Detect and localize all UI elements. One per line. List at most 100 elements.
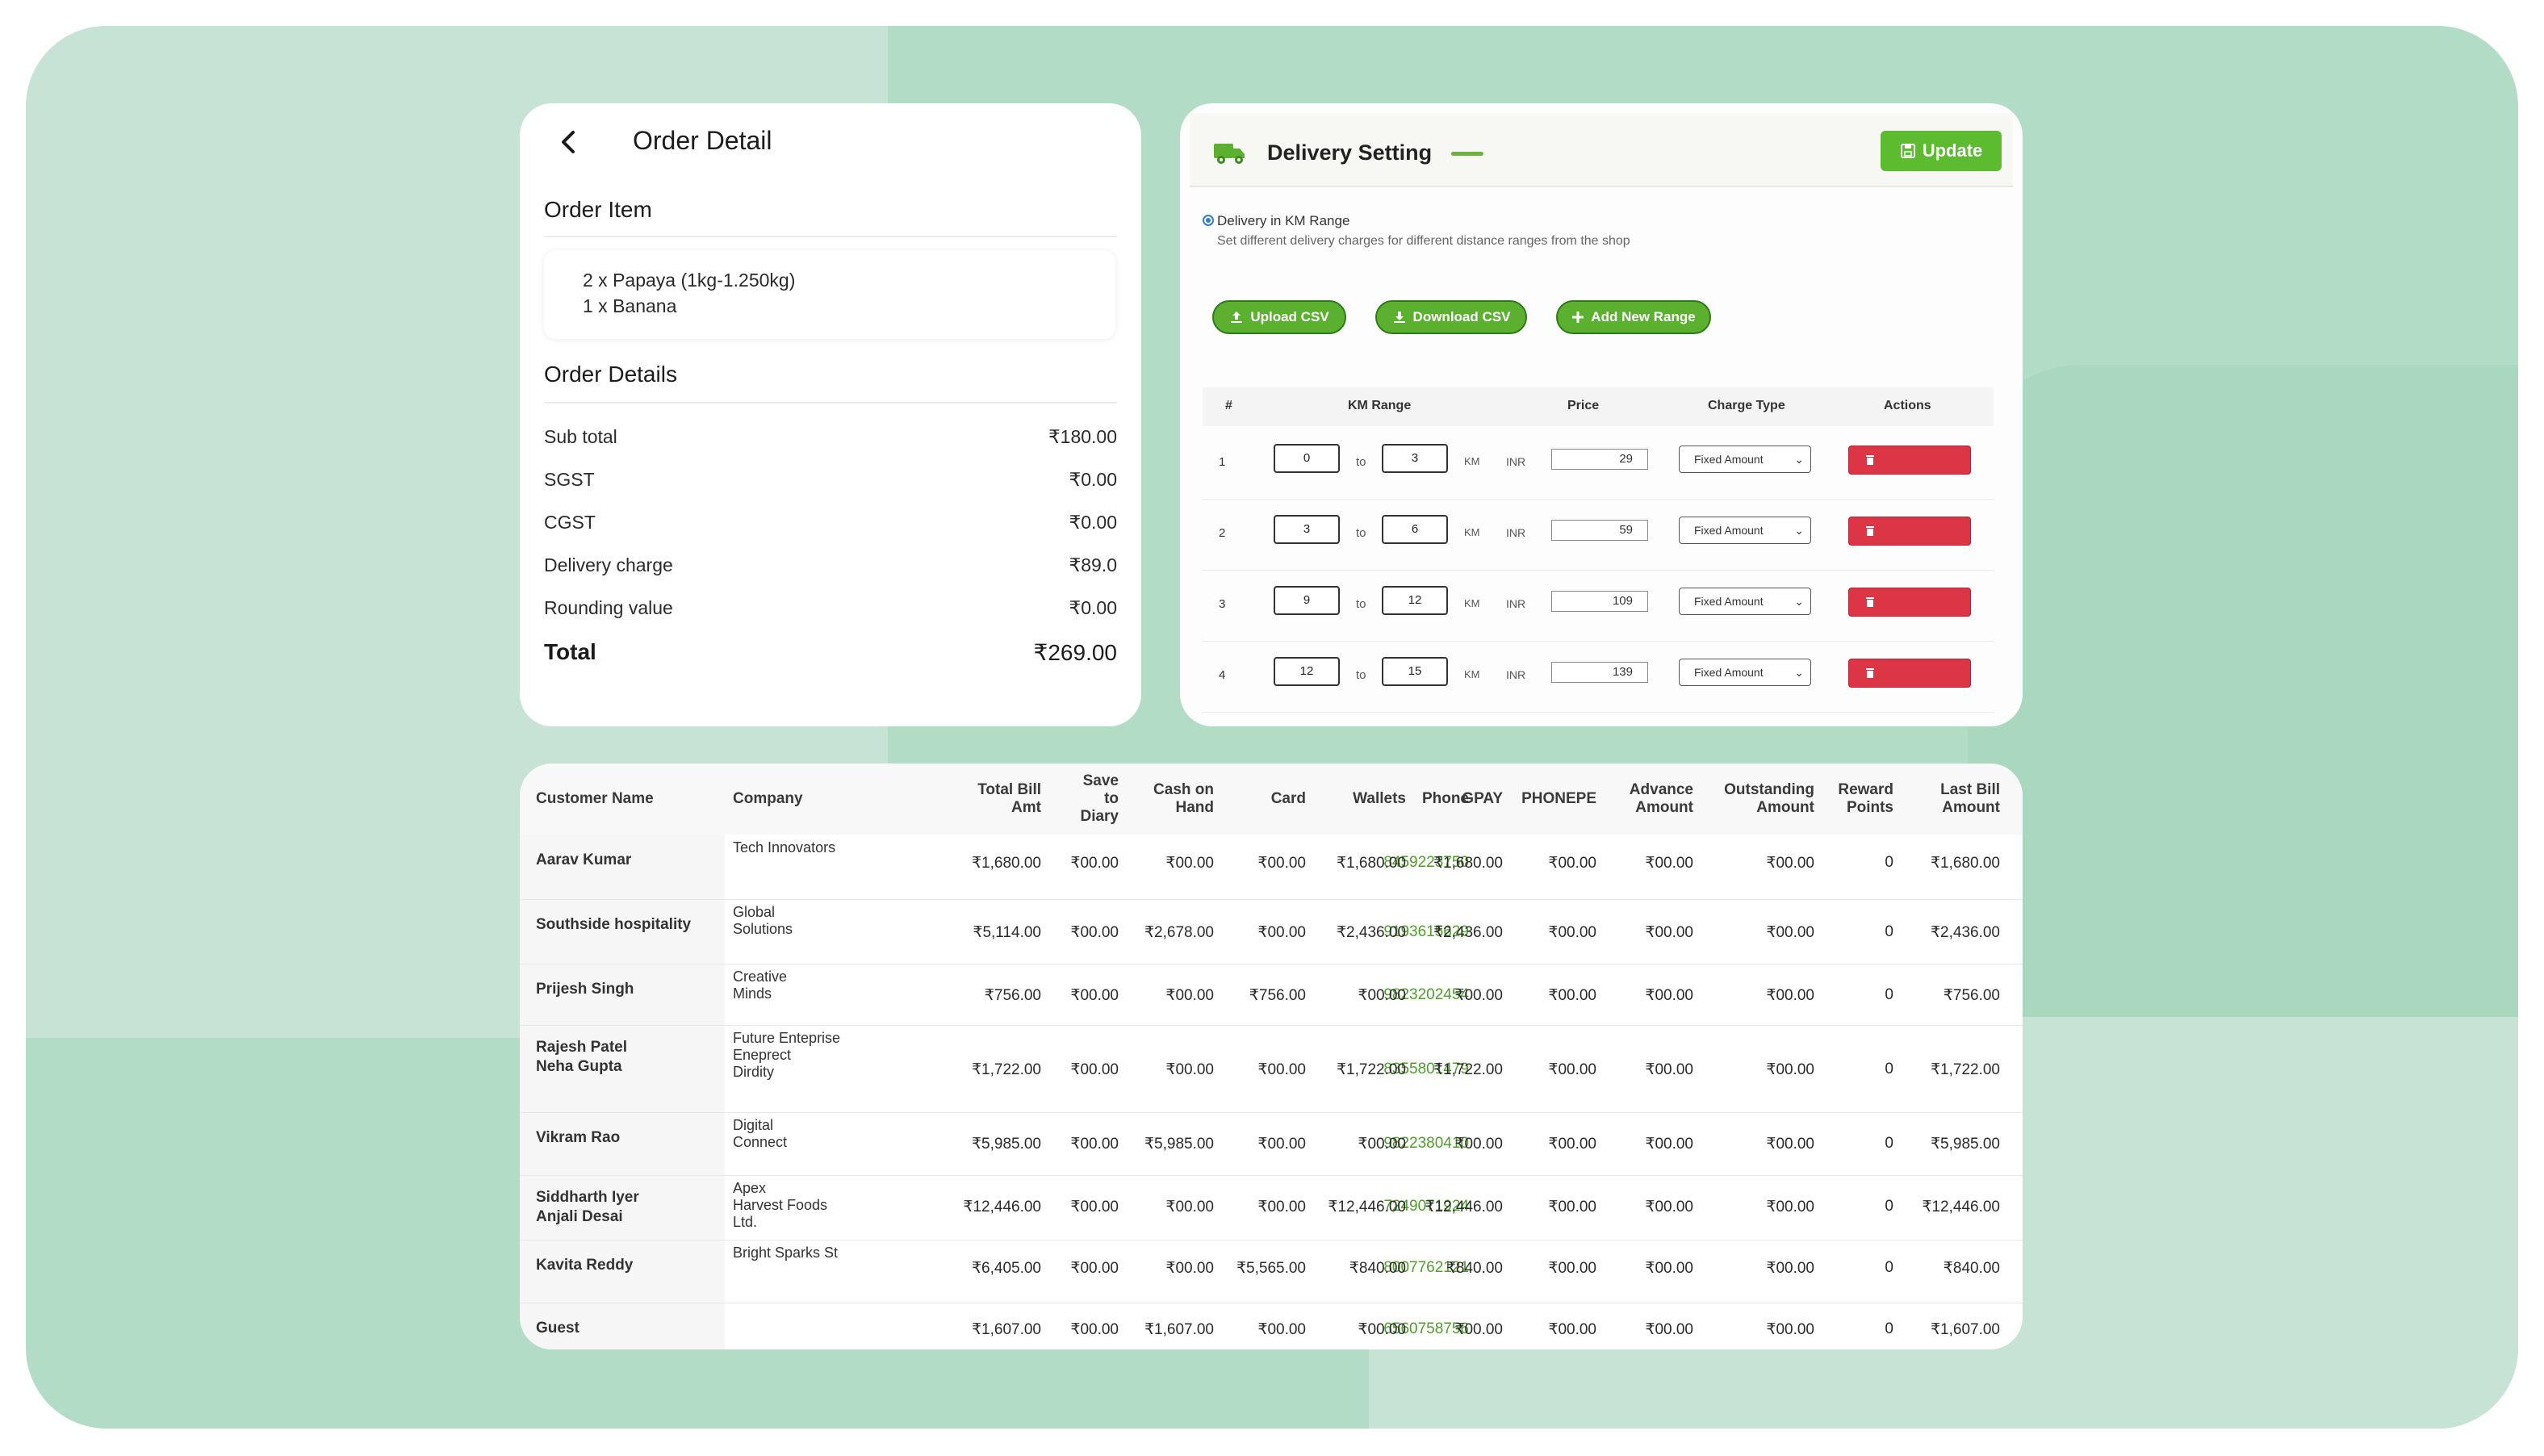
km-from-input[interactable]: 0 <box>1274 444 1340 473</box>
col-company: Company <box>733 790 803 807</box>
summary-value: ₹0.00 <box>1069 512 1117 533</box>
row-number: 4 <box>1219 668 1226 682</box>
km-from-input[interactable]: 12 <box>1274 657 1340 686</box>
cell-diary: ₹00.00 <box>1070 1199 1119 1215</box>
page-title: Order Detail <box>633 126 772 155</box>
col-cash-line: Hand <box>1175 799 1215 816</box>
back-arrow-icon[interactable] <box>552 126 584 158</box>
cell-card: ₹00.00 <box>1257 1061 1306 1078</box>
customer-name-line: Anjali Desai <box>536 1208 623 1225</box>
company-name-line: Minds <box>733 985 772 1002</box>
table-row[interactable]: Vikram Rao Digital Connect 9822380410 ₹5,985… <box>520 1112 2023 1176</box>
table-row[interactable]: Rajesh Patel Neha Gupta Future Enteprise En… <box>520 1025 2023 1113</box>
phone-link[interactable]: 9822380410 <box>1383 1135 1469 1152</box>
cell-last: ₹756.00 <box>1943 987 2000 1004</box>
phone-link[interactable]: 8007762121 <box>1383 1259 1469 1276</box>
table-row[interactable]: Siddharth Iyer Anjali Desai Apex Harvest Fo… <box>520 1175 2023 1241</box>
cell-total: ₹12,446.00 <box>963 1199 1041 1215</box>
cell-reward: 0 <box>1885 1198 1893 1215</box>
company-name-line: Apex <box>733 1180 767 1196</box>
km-to-input[interactable]: 6 <box>1382 515 1448 544</box>
company-name: Global Solutions <box>733 904 841 938</box>
charge-type-select[interactable]: Fixed Amount ⌄ <box>1679 588 1811 615</box>
cell-outstanding: ₹00.00 <box>1766 855 1814 872</box>
price-input[interactable]: 59 <box>1551 520 1648 541</box>
cell-gpay: ₹1,680.00 <box>1433 855 1503 872</box>
delete-range-button[interactable] <box>1848 517 1971 546</box>
phone-link[interactable]: 9823202454 <box>1383 986 1469 1003</box>
km-to-input[interactable]: 12 <box>1382 586 1448 615</box>
cell-advance: ₹00.00 <box>1645 987 1693 1004</box>
col-reward-line: Points <box>1846 799 1893 816</box>
to-label: to <box>1356 526 1366 540</box>
cell-advance: ₹00.00 <box>1645 1061 1693 1078</box>
phone-link[interactable]: 8355801479 <box>1383 1061 1469 1077</box>
col-gpay: GPAY <box>1462 790 1503 807</box>
row-number: 3 <box>1219 597 1226 611</box>
summary-value: ₹0.00 <box>1069 597 1117 618</box>
price-input[interactable]: 109 <box>1551 591 1648 612</box>
cell-card: ₹5,565.00 <box>1236 1260 1306 1277</box>
cell-card: ₹00.00 <box>1257 1199 1306 1215</box>
customer-name-line: Southside hospitality <box>536 916 692 933</box>
download-csv-button[interactable]: Download CSV <box>1375 300 1527 334</box>
order-items-box: 2 x Papaya (1kg-1.250kg) 1 x Banana <box>544 250 1115 339</box>
divider <box>544 236 1117 237</box>
phone-link[interactable]: 9193615629 <box>1383 923 1469 940</box>
cell-reward: 0 <box>1885 1259 1893 1276</box>
table-row[interactable]: Guest 6560758756 ₹1,607.00 ₹00.00 ₹1,607.00 ₹… <box>520 1303 2023 1349</box>
company-name-line: Solutions <box>733 921 793 937</box>
customer-name-line: Vikram Rao <box>536 1129 621 1146</box>
customer-name: Siddharth Iyer Anjali Desai <box>536 1188 639 1227</box>
company-name-line: Eneprect <box>733 1047 792 1063</box>
delete-range-button[interactable] <box>1848 446 1971 475</box>
delete-range-button[interactable] <box>1848 659 1971 688</box>
phone-link[interactable]: 6560758756 <box>1383 1320 1469 1337</box>
cell-reward: 0 <box>1885 923 1893 940</box>
table-row[interactable]: Southside hospitality Global Solutions 9193… <box>520 899 2023 964</box>
customer-name-line: Kavita Reddy <box>536 1257 634 1274</box>
price-input[interactable]: 29 <box>1551 449 1648 470</box>
add-new-range-button[interactable]: Add New Range <box>1556 300 1711 334</box>
update-button[interactable]: Update <box>1881 131 2002 171</box>
phone-link[interactable]: 7249071924 <box>1383 1198 1469 1215</box>
customer-name-line: Guest <box>536 1320 580 1337</box>
table-header: # KM Range Price Charge Type Actions <box>1203 387 1994 426</box>
col-actions: Actions <box>1884 399 1931 412</box>
km-from-input[interactable]: 9 <box>1274 586 1340 615</box>
cell-gpay: ₹00.00 <box>1454 1321 1503 1338</box>
customer-name: Kavita Reddy <box>536 1256 633 1275</box>
summary-label: Rounding value <box>544 597 673 618</box>
col-total-line: Total Bill <box>977 781 1041 798</box>
cell-cash: ₹2,678.00 <box>1144 924 1214 941</box>
km-from-input[interactable]: 3 <box>1274 515 1340 544</box>
order-details-heading: Order Details <box>544 362 677 387</box>
charge-type-select[interactable]: Fixed Amount ⌄ <box>1679 446 1811 473</box>
upload-csv-button[interactable]: Upload CSV <box>1212 300 1346 334</box>
trash-icon <box>1866 455 1874 465</box>
cell-last: ₹840.00 <box>1943 1260 2000 1277</box>
delete-range-button[interactable] <box>1848 588 1971 617</box>
cell-reward: 0 <box>1885 854 1893 871</box>
cell-gpay: ₹00.00 <box>1454 987 1503 1004</box>
charge-type-select[interactable]: Fixed Amount ⌄ <box>1679 659 1811 686</box>
row-number: 1 <box>1219 455 1226 469</box>
charge-type-select[interactable]: Fixed Amount ⌄ <box>1679 517 1811 544</box>
price-input[interactable]: 139 <box>1551 662 1648 683</box>
km-unit: KM <box>1464 597 1480 609</box>
table-row[interactable]: Prijesh Singh Creative Minds 9823202454 ₹756… <box>520 964 2023 1026</box>
table-row[interactable]: Aarav Kumar Tech Innovators 8459223750 ₹1,6… <box>520 835 2023 900</box>
col-advance: Advance Amount <box>1630 781 1693 817</box>
cell-wallets: ₹2,436.00 <box>1336 924 1406 941</box>
cell-card: ₹00.00 <box>1257 855 1306 872</box>
km-to-input[interactable]: 15 <box>1382 657 1448 686</box>
km-range-radio[interactable] <box>1203 215 1214 226</box>
col-wallets: Wallets <box>1353 790 1406 807</box>
cell-cash: ₹00.00 <box>1165 855 1214 872</box>
customer-name: Guest <box>536 1319 580 1338</box>
table-row[interactable]: Kavita Reddy Bright Sparks St 8007762121 ₹6… <box>520 1240 2023 1303</box>
cell-cash: ₹00.00 <box>1165 1061 1214 1078</box>
phone-link[interactable]: 8459223750 <box>1383 854 1469 871</box>
km-to-input[interactable]: 3 <box>1382 444 1448 473</box>
col-diary-line: Save <box>1082 772 1119 789</box>
